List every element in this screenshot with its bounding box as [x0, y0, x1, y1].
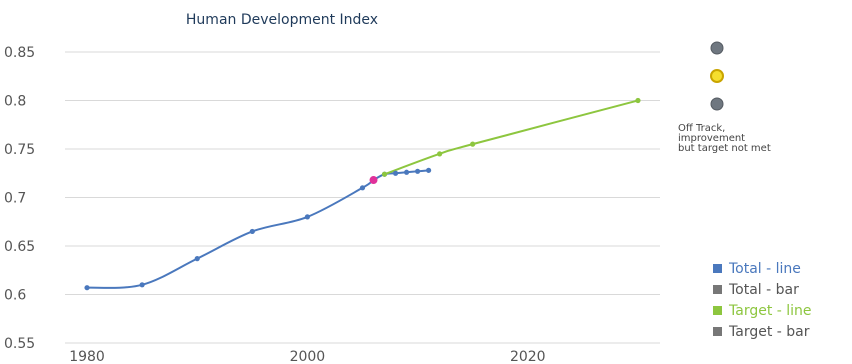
y-tick-label: 0.65: [4, 239, 35, 255]
data-point[interactable]: [392, 170, 399, 176]
legend-item[interactable]: Target - line: [728, 303, 812, 319]
status-light-2: [710, 97, 724, 111]
series-line-0: [86, 169, 429, 289]
status-light-0: [710, 41, 724, 55]
gridlines: [65, 51, 660, 344]
y-tick-label: 0.8: [4, 94, 26, 110]
series-points: [84, 97, 641, 291]
data-point[interactable]: [403, 169, 410, 175]
data-point[interactable]: [635, 97, 641, 104]
y-tick-label: 0.7: [4, 191, 26, 207]
series-line-2: [384, 99, 639, 176]
legend-swatch: [713, 264, 722, 273]
legend-swatch: [713, 327, 722, 336]
series-lines: [86, 99, 639, 289]
legend-swatch: [713, 306, 722, 315]
legend-item[interactable]: Target - bar: [728, 324, 810, 340]
data-point[interactable]: [381, 171, 388, 177]
status-label-line: Off Track,: [678, 123, 725, 134]
highlight-point[interactable]: [369, 176, 378, 185]
x-axis-ticks: 1980 2000 2020: [69, 349, 545, 364]
y-tick-label: 0.75: [4, 142, 35, 158]
y-tick-label: 0.55: [4, 336, 35, 352]
data-point[interactable]: [139, 282, 145, 288]
data-point[interactable]: [414, 168, 421, 174]
data-point[interactable]: [470, 141, 476, 147]
data-point[interactable]: [437, 151, 443, 157]
legend-swatch: [713, 285, 722, 294]
y-axis-ticks: 0.55 0.6 0.65 0.7 0.75 0.8 0.85: [4, 45, 35, 352]
legend-item[interactable]: Total - bar: [728, 282, 799, 298]
legend-item[interactable]: Total - line: [728, 261, 801, 277]
x-tick-label: 1980: [69, 349, 105, 364]
data-point[interactable]: [194, 256, 200, 262]
chart-title: Human Development Index: [186, 12, 378, 28]
status-label-line: but target not met: [678, 143, 771, 154]
data-point[interactable]: [249, 228, 255, 235]
y-tick-label: 0.85: [4, 45, 35, 61]
x-tick-label: 2000: [290, 349, 326, 364]
data-point[interactable]: [84, 285, 90, 291]
x-tick-label: 2020: [510, 349, 546, 364]
legend: Total - line Total - bar Target - line Targ…: [713, 261, 812, 340]
data-point[interactable]: [359, 185, 366, 191]
data-point[interactable]: [426, 167, 432, 173]
y-tick-label: 0.6: [4, 288, 26, 304]
data-point[interactable]: [304, 214, 311, 220]
status-light-1: [710, 69, 724, 83]
status-label-line: improvement: [678, 133, 745, 144]
